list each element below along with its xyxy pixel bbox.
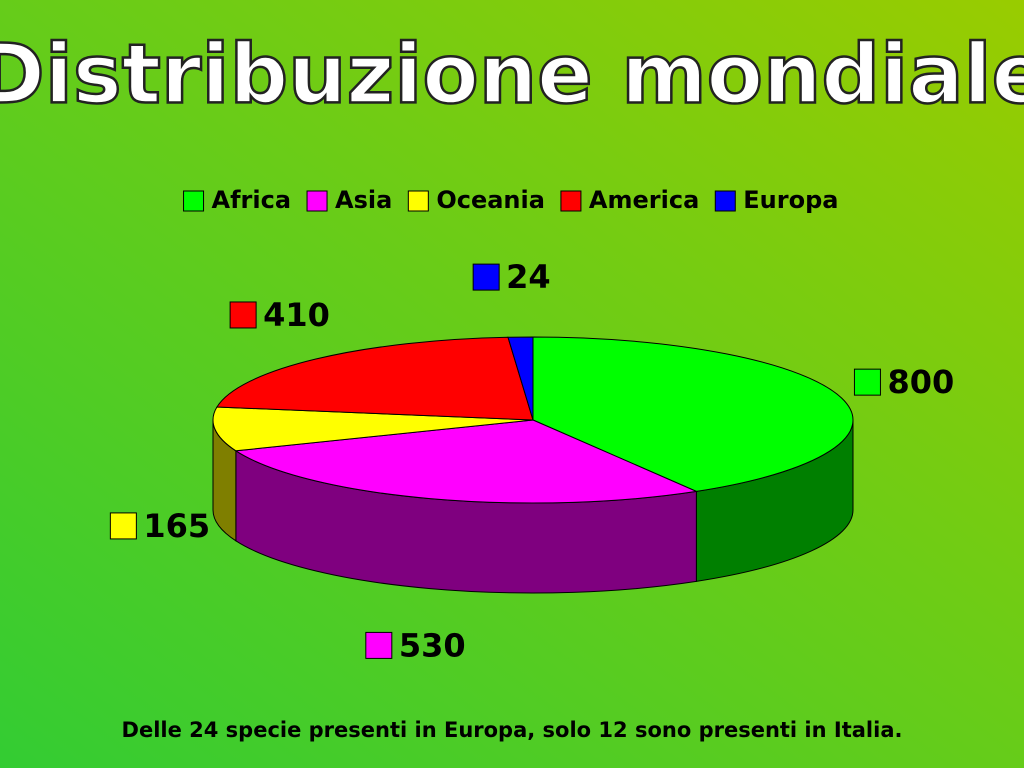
value-swatch bbox=[229, 301, 257, 329]
legend-swatch bbox=[407, 190, 429, 212]
legend-swatch bbox=[183, 190, 205, 212]
value-swatch bbox=[365, 631, 393, 659]
chart-title: Distribuzione mondiale bbox=[0, 27, 1024, 122]
legend-swatch bbox=[714, 190, 736, 212]
pie-slice bbox=[212, 406, 534, 452]
legend-label: Asia bbox=[335, 186, 392, 214]
value-swatch bbox=[109, 512, 137, 540]
value-label: 410 bbox=[263, 296, 330, 334]
legend-swatch bbox=[560, 190, 582, 212]
pie-slice bbox=[532, 336, 854, 492]
legend-label: America bbox=[589, 186, 699, 214]
pie-slice bbox=[234, 419, 699, 504]
legend-swatch bbox=[306, 190, 328, 212]
value-label: 24 bbox=[506, 258, 551, 296]
value-label: 530 bbox=[399, 626, 466, 664]
value-swatch bbox=[853, 368, 881, 396]
legend-label: Africa bbox=[212, 186, 292, 214]
legend-label: Oceania bbox=[436, 186, 545, 214]
value-label: 800 bbox=[887, 363, 954, 401]
value-swatch bbox=[472, 263, 500, 291]
legend-label: Europa bbox=[743, 186, 838, 214]
note: Delle 24 specie presenti in Europa, solo… bbox=[122, 718, 903, 742]
pie-slice bbox=[216, 336, 534, 421]
value-label: 165 bbox=[143, 507, 210, 545]
pie-slice bbox=[507, 336, 534, 421]
